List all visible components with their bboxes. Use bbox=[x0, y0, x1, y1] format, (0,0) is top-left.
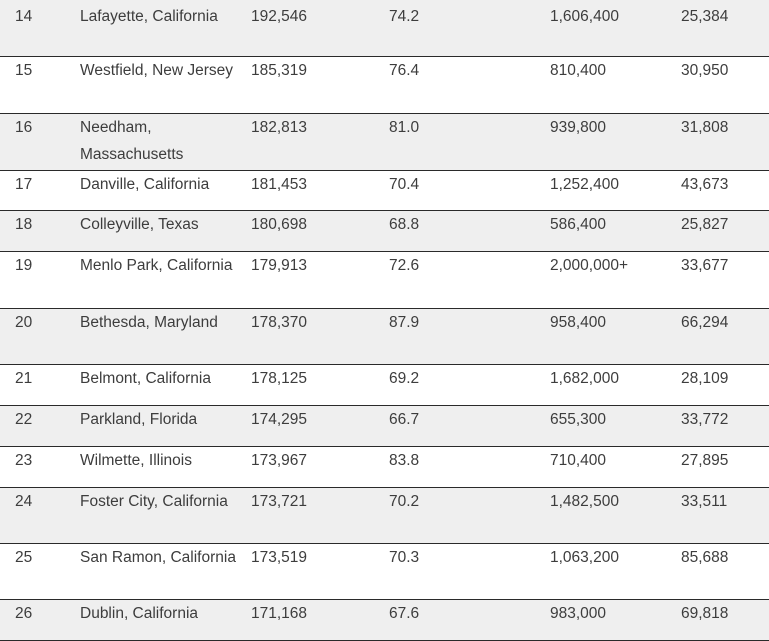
home-value-cell: 810,400 bbox=[550, 62, 607, 79]
rank-cell: 18 bbox=[0, 210, 80, 252]
income-cell: 179,913 bbox=[251, 257, 308, 274]
home-value-cell: 655,300 bbox=[550, 405, 681, 447]
table-row: 23 Wilmette, Illinois 173,967 83.8 710,4… bbox=[0, 447, 769, 488]
rank-cell: 19 bbox=[15, 257, 33, 274]
population-cell: 85,688 bbox=[681, 549, 729, 566]
city-cell: Wilmette, Illinois bbox=[80, 452, 192, 469]
city-cell: Danville, California bbox=[80, 176, 210, 193]
education-cell: 70.2 bbox=[389, 487, 550, 544]
education-cell: 83.8 bbox=[389, 452, 420, 469]
city-cell: Foster City, California bbox=[80, 487, 251, 544]
population-cell: 30,950 bbox=[681, 62, 729, 79]
population-cell: 33,511 bbox=[681, 487, 769, 544]
home-value-cell: 958,400 bbox=[550, 308, 681, 365]
income-cell: 173,519 bbox=[251, 549, 308, 566]
education-cell: 81.0 bbox=[389, 113, 550, 171]
home-value-cell: 1,482,500 bbox=[550, 487, 681, 544]
rank-cell: 22 bbox=[0, 405, 80, 447]
home-value-cell: 586,400 bbox=[550, 210, 681, 252]
table-row: 22 Parkland, Florida 174,295 66.7 655,30… bbox=[0, 405, 769, 447]
city-cell: Bethesda, Maryland bbox=[80, 308, 251, 365]
home-value-cell: 1,606,400 bbox=[550, 0, 681, 57]
home-value-cell: 983,000 bbox=[550, 599, 681, 641]
education-cell: 70.4 bbox=[389, 176, 420, 193]
rank-cell: 15 bbox=[15, 62, 33, 79]
home-value-cell: 1,682,000 bbox=[550, 370, 619, 387]
income-cell: 180,698 bbox=[251, 210, 389, 252]
city-cell: Needham, Massachusetts bbox=[80, 113, 251, 171]
rank-cell: 24 bbox=[0, 487, 80, 544]
population-cell: 27,895 bbox=[681, 452, 729, 469]
education-cell: 76.4 bbox=[389, 62, 420, 79]
table-row: 26 Dublin, California 171,168 67.6 983,0… bbox=[0, 599, 769, 641]
population-cell: 25,384 bbox=[681, 0, 769, 57]
city-cell: Parkland, Florida bbox=[80, 405, 251, 447]
city-cell: Menlo Park, California bbox=[80, 257, 233, 274]
education-cell: 68.8 bbox=[389, 210, 550, 252]
table-row: 17 Danville, California 181,453 70.4 1,2… bbox=[0, 171, 769, 211]
education-cell: 87.9 bbox=[389, 308, 550, 365]
income-cell: 182,813 bbox=[251, 113, 389, 171]
table-row: 24 Foster City, California 173,721 70.2 … bbox=[0, 487, 769, 544]
income-cell: 192,546 bbox=[251, 0, 389, 57]
table-row: 20 Bethesda, Maryland 178,370 87.9 958,4… bbox=[0, 308, 769, 365]
home-value-cell: 2,000,000+ bbox=[550, 257, 629, 274]
income-cell: 173,967 bbox=[251, 452, 308, 469]
rank-cell: 14 bbox=[0, 0, 80, 57]
table-row: 19 Menlo Park, California 179,913 72.6 2… bbox=[0, 252, 769, 309]
population-cell: 33,677 bbox=[681, 257, 729, 274]
table-row: 14 Lafayette, California 192,546 74.2 1,… bbox=[0, 0, 769, 57]
income-cell: 174,295 bbox=[251, 405, 389, 447]
population-cell: 69,818 bbox=[681, 599, 769, 641]
education-cell: 66.7 bbox=[389, 405, 550, 447]
population-cell: 66,294 bbox=[681, 308, 769, 365]
education-cell: 72.6 bbox=[389, 257, 420, 274]
income-cell: 185,319 bbox=[251, 62, 308, 79]
population-cell: 28,109 bbox=[681, 370, 729, 387]
education-cell: 69.2 bbox=[389, 370, 420, 387]
city-cell: Westfield, New Jersey bbox=[80, 62, 234, 79]
income-cell: 181,453 bbox=[251, 176, 308, 193]
rank-cell: 25 bbox=[15, 549, 33, 566]
population-cell: 25,827 bbox=[681, 210, 769, 252]
city-cell: Lafayette, California bbox=[80, 0, 251, 57]
home-value-cell: 1,063,200 bbox=[550, 549, 619, 566]
city-cell: Colleyville, Texas bbox=[80, 210, 251, 252]
table-row: 18 Colleyville, Texas 180,698 68.8 586,4… bbox=[0, 210, 769, 252]
education-cell: 67.6 bbox=[389, 599, 550, 641]
income-cell: 171,168 bbox=[251, 599, 389, 641]
income-cell: 178,125 bbox=[251, 370, 308, 387]
table-row: 25 San Ramon, California 173,519 70.3 1,… bbox=[0, 544, 769, 600]
city-cell: Dublin, California bbox=[80, 599, 251, 641]
city-cell: Belmont, California bbox=[80, 370, 211, 387]
population-cell: 33,772 bbox=[681, 405, 769, 447]
table-row: 15 Westfield, New Jersey 185,319 76.4 81… bbox=[0, 57, 769, 114]
rank-cell: 21 bbox=[15, 370, 33, 387]
rank-cell: 20 bbox=[0, 308, 80, 365]
city-cell: San Ramon, California bbox=[80, 549, 236, 566]
education-cell: 70.3 bbox=[389, 549, 420, 566]
rank-cell: 17 bbox=[15, 176, 33, 193]
table-row: 16 Needham, Massachusetts 182,813 81.0 9… bbox=[0, 113, 769, 171]
education-cell: 74.2 bbox=[389, 0, 550, 57]
rank-cell: 16 bbox=[0, 113, 80, 171]
home-value-cell: 939,800 bbox=[550, 113, 681, 171]
rank-cell: 26 bbox=[0, 599, 80, 641]
income-cell: 178,370 bbox=[251, 308, 389, 365]
population-cell: 31,808 bbox=[681, 113, 769, 171]
home-value-cell: 1,252,400 bbox=[550, 176, 619, 193]
rank-cell: 23 bbox=[15, 452, 33, 469]
income-cell: 173,721 bbox=[251, 487, 389, 544]
table-row: 21 Belmont, California 178,125 69.2 1,68… bbox=[0, 365, 769, 406]
home-value-cell: 710,400 bbox=[550, 452, 607, 469]
population-cell: 43,673 bbox=[681, 176, 729, 193]
